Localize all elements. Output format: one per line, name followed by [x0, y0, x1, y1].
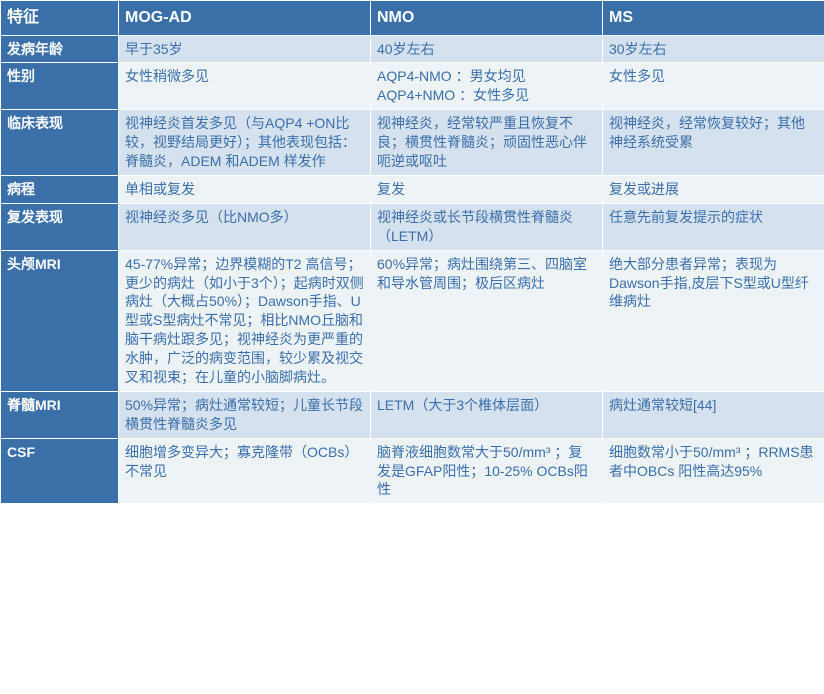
cell: 早于35岁: [119, 35, 371, 63]
row-label: 头颅MRI: [1, 250, 119, 391]
cell: 60%异常；病灶围绕第三、四脑室和导水管周围；极后区病灶: [371, 250, 603, 391]
cell: 细胞增多变异大；寡克隆带（OCBs）不常见: [119, 438, 371, 504]
cell: 复发或进展: [603, 175, 824, 203]
table-row: 脊髓MRI 50%异常；病灶通常较短；儿童长节段横贯性脊髓炎多见 LETM（大于…: [1, 391, 824, 438]
cell: AQP4-NMO ：男女均见AQP4+NMO ：女性多见: [371, 63, 603, 110]
row-label: 临床表现: [1, 110, 119, 176]
cell: 女性稍微多见: [119, 63, 371, 110]
cell: 复发: [371, 175, 603, 203]
cell: 50%异常；病灶通常较短；儿童长节段横贯性脊髓炎多见: [119, 391, 371, 438]
table-row: 病程 单相或复发 复发 复发或进展: [1, 175, 824, 203]
comparison-table: 特征 MOG-AD NMO MS 发病年龄 早于35岁 40岁左右 30岁左右 …: [0, 0, 824, 504]
row-label: 性别: [1, 63, 119, 110]
cell: 视神经炎首发多见（与AQP4 +ON比较，视野结局更好）；其他表现包括：脊髓炎，…: [119, 110, 371, 176]
row-label: 病程: [1, 175, 119, 203]
cell: 45-77%异常；边界模糊的T2 高信号；更少的病灶（如小于3个）；起病时双侧病…: [119, 250, 371, 391]
cell: 任意先前复发提示的症状: [603, 203, 824, 250]
cell: 视神经炎，经常较严重且恢复不良；横贯性脊髓炎；顽固性恶心伴呃逆或呕吐: [371, 110, 603, 176]
cell: 40岁左右: [371, 35, 603, 63]
table-row: 性别 女性稍微多见 AQP4-NMO ：男女均见AQP4+NMO ：女性多见 女…: [1, 63, 824, 110]
row-label: CSF: [1, 438, 119, 504]
col-header-feature: 特征: [1, 1, 119, 36]
cell: 视神经炎或长节段横贯性脊髓炎（LETM）: [371, 203, 603, 250]
row-label: 复发表现: [1, 203, 119, 250]
row-label: 脊髓MRI: [1, 391, 119, 438]
cell: 绝大部分患者异常；表现为Dawson手指,皮层下S型或U型纤维病灶: [603, 250, 824, 391]
col-header-nmo: NMO: [371, 1, 603, 36]
cell: LETM（大于3个椎体层面）: [371, 391, 603, 438]
cell: 女性多见: [603, 63, 824, 110]
row-label: 发病年龄: [1, 35, 119, 63]
cell: 视神经炎，经常恢复较好；其他神经系统受累: [603, 110, 824, 176]
cell: 细胞数常小于50/mm³ ；RRMS患者中OBCs 阳性高达95%: [603, 438, 824, 504]
table-row: 头颅MRI 45-77%异常；边界模糊的T2 高信号；更少的病灶（如小于3个）；…: [1, 250, 824, 391]
col-header-mogad: MOG-AD: [119, 1, 371, 36]
cell: 病灶通常较短[44]: [603, 391, 824, 438]
table-row: 临床表现 视神经炎首发多见（与AQP4 +ON比较，视野结局更好）；其他表现包括…: [1, 110, 824, 176]
col-header-ms: MS: [603, 1, 824, 36]
cell: 视神经炎多见（比NMO多）: [119, 203, 371, 250]
table-row: 复发表现 视神经炎多见（比NMO多） 视神经炎或长节段横贯性脊髓炎（LETM） …: [1, 203, 824, 250]
table-row: 发病年龄 早于35岁 40岁左右 30岁左右: [1, 35, 824, 63]
cell: 单相或复发: [119, 175, 371, 203]
cell: 30岁左右: [603, 35, 824, 63]
table-row: CSF 细胞增多变异大；寡克隆带（OCBs）不常见 脑脊液细胞数常大于50/mm…: [1, 438, 824, 504]
cell: 脑脊液细胞数常大于50/mm³ ；复发是GFAP阳性；10-25% OCBs阳性: [371, 438, 603, 504]
table-header-row: 特征 MOG-AD NMO MS: [1, 1, 824, 36]
